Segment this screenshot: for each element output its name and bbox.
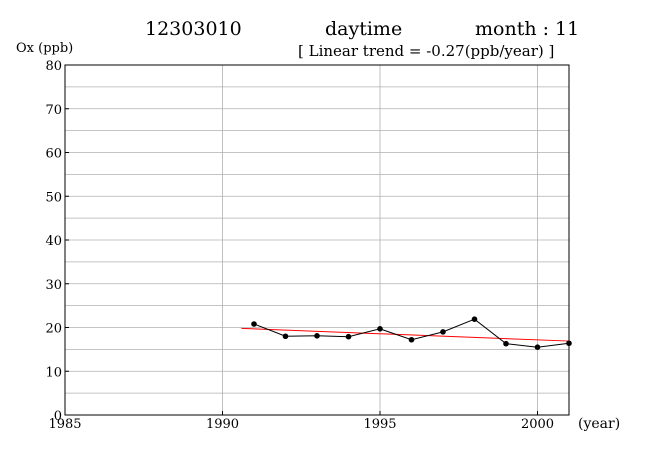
period-label: daytime [325, 18, 403, 40]
x-tick-label: 2000 [521, 417, 554, 432]
data-point [314, 333, 320, 339]
grid [65, 65, 569, 415]
y-tick-label: 80 [45, 59, 62, 74]
y-tick-label: 50 [45, 190, 62, 205]
series-line [253, 318, 570, 348]
data-point [534, 344, 541, 350]
x-tick-label: 1995 [363, 417, 396, 432]
x-tick-label: 1990 [206, 417, 239, 432]
month-label: month : 11 [475, 18, 580, 40]
trend-line [241, 327, 570, 342]
station-code: 12303010 [145, 18, 242, 40]
data-point [503, 340, 509, 347]
y-tick-label: 10 [45, 365, 62, 380]
y-tick-label: 0 [54, 409, 62, 424]
data-point [377, 326, 383, 332]
data-points [251, 316, 572, 350]
data-point [408, 336, 415, 343]
x-axis-unit: (year) [578, 416, 620, 432]
data-point [345, 333, 352, 340]
y-tick-label: 40 [45, 234, 62, 249]
x-axis-ticks: 1985 1990 1995 2000 [48, 411, 554, 432]
data-point [251, 321, 257, 327]
y-axis-ticks: 0 10 20 30 40 50 60 70 80 [45, 59, 69, 424]
x-tick-label: 1985 [48, 417, 81, 432]
trend-label: [ Linear trend = -0.27(ppb/year) ] [298, 42, 555, 60]
data-point [440, 329, 446, 335]
y-tick-label: 60 [45, 147, 62, 162]
data-point [471, 316, 478, 322]
y-axis-label: Ox (ppb) [16, 41, 73, 56]
y-tick-label: 20 [45, 322, 62, 337]
y-tick-label: 30 [45, 278, 62, 293]
y-tick-label: 70 [45, 103, 62, 118]
data-point [566, 340, 572, 347]
data-point [282, 333, 289, 340]
